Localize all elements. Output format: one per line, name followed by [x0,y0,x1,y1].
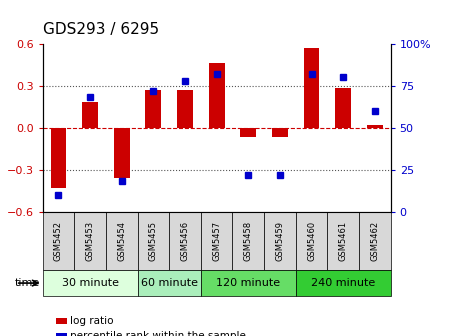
Text: GSM5454: GSM5454 [117,221,126,261]
Text: percentile rank within the sample: percentile rank within the sample [70,331,247,336]
Bar [359,212,391,270]
Bar [82,102,98,128]
Text: 120 minute: 120 minute [216,278,280,288]
Bar [145,90,161,128]
Bar [114,128,130,178]
Bar [240,128,256,137]
Text: log ratio: log ratio [70,316,114,326]
Text: time: time [15,278,40,288]
Bar [43,270,137,296]
Text: 60 minute: 60 minute [141,278,198,288]
Bar [137,270,201,296]
Bar [264,212,296,270]
Bar [201,212,233,270]
Text: GSM5461: GSM5461 [339,221,348,261]
Bar [169,212,201,270]
Text: GSM5458: GSM5458 [244,221,253,261]
Bar [177,90,193,128]
Text: GSM5453: GSM5453 [86,221,95,261]
Bar [233,212,264,270]
Text: GSM5460: GSM5460 [307,221,316,261]
Text: GSM5462: GSM5462 [370,221,379,261]
Bar [201,270,296,296]
Bar [304,48,319,128]
Text: GSM5456: GSM5456 [180,221,189,261]
Bar [43,212,74,270]
Bar [296,212,327,270]
Text: GSM5452: GSM5452 [54,221,63,261]
Bar [296,270,391,296]
Text: GSM5459: GSM5459 [275,221,284,261]
Bar [106,212,137,270]
Bar [74,212,106,270]
Text: 240 minute: 240 minute [311,278,375,288]
Text: GSM5457: GSM5457 [212,221,221,261]
Bar [335,88,351,128]
Bar [367,125,383,128]
Bar [327,212,359,270]
Bar [209,63,224,128]
Bar [51,128,66,188]
Text: GDS293 / 6295: GDS293 / 6295 [43,22,159,37]
Bar [272,128,288,137]
Text: 30 minute: 30 minute [62,278,119,288]
Text: GSM5455: GSM5455 [149,221,158,261]
Bar [137,212,169,270]
